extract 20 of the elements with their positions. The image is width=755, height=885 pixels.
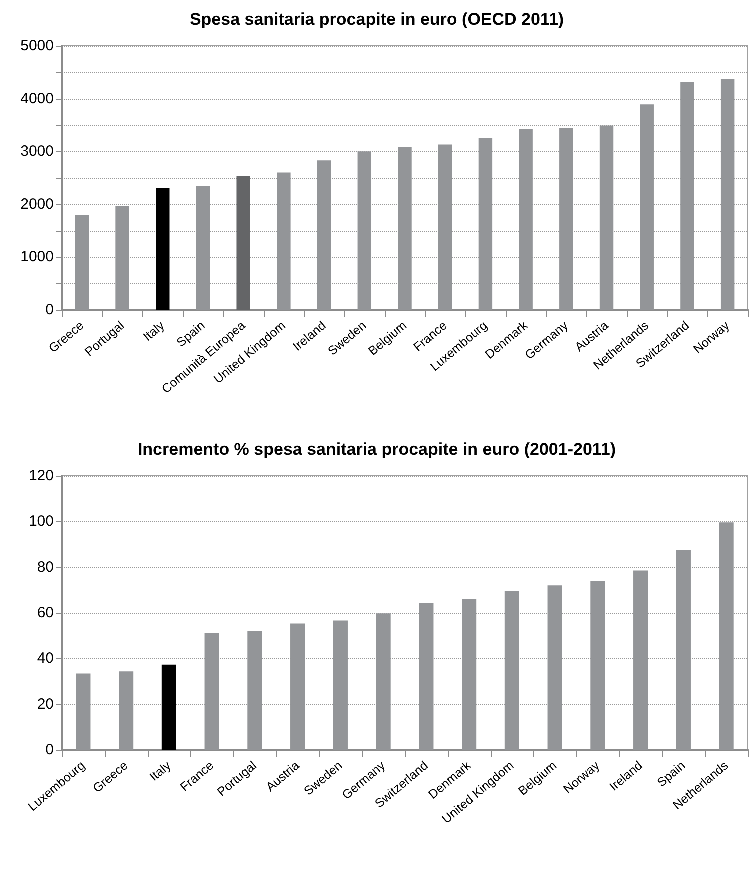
- y-tick-label: 40: [37, 650, 54, 668]
- x-tick-label: Italy: [140, 318, 168, 344]
- y-tick-label: 120: [28, 468, 54, 484]
- bar: [156, 188, 170, 310]
- bar: [162, 664, 176, 750]
- chart-title: Spesa sanitaria procapite in euro (OECD 2011): [190, 10, 564, 29]
- chart-title: Incremento % spesa sanitaria procapite in euro (2001-2011): [138, 440, 616, 459]
- y-tick-label: 3000: [20, 143, 54, 160]
- x-tick-label: Italy: [147, 758, 174, 784]
- y-tick-label: 1000: [20, 248, 54, 266]
- y-tick-label: 0: [46, 302, 54, 318]
- y-tick-label: 60: [37, 604, 54, 622]
- y-tick-label: 0: [46, 742, 54, 758]
- bar: [236, 176, 250, 310]
- y-tick-label: 20: [37, 696, 54, 713]
- y-tick-label: 5000: [20, 38, 54, 54]
- y-tick-label: 4000: [20, 90, 54, 108]
- y-tick-label: 80: [37, 558, 54, 576]
- y-tick-label: 100: [28, 513, 54, 530]
- y-tick-label: 2000: [20, 196, 54, 213]
